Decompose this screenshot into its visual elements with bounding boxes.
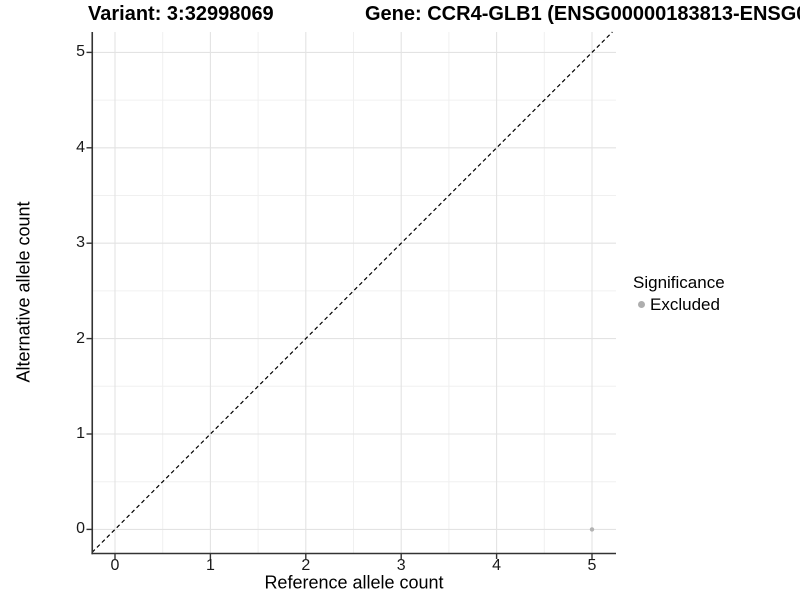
y-tick-label: 0 (76, 520, 85, 538)
legend-item-excluded: Excluded (638, 294, 725, 315)
y-tick-label: 5 (76, 43, 85, 61)
legend-title: Significance (633, 273, 725, 292)
y-tick-label: 4 (76, 138, 85, 156)
legend: Significance Excluded (633, 272, 725, 315)
x-tick-label: 1 (205, 557, 215, 574)
y-axis-title: Alternative allele count (13, 201, 34, 383)
x-tick-label: 3 (396, 557, 406, 574)
x-tick-label: 4 (492, 557, 502, 574)
x-tick-label: 2 (301, 557, 311, 574)
x-tick-label: 0 (110, 557, 120, 574)
x-axis-title: Reference allele count (264, 572, 444, 593)
variant-title: Variant: 3:32998069 (88, 3, 274, 25)
legend-item-label: Excluded (650, 295, 720, 314)
x-tick-label: 5 (587, 557, 597, 574)
gene-title: Gene: CCR4-GLB1 (ENSG00000183813-ENSG0 (365, 3, 800, 25)
y-tick-label: 2 (76, 329, 85, 347)
y-tick-label: 3 (76, 234, 85, 252)
legend-point-icon (638, 301, 645, 308)
y-tick-label: 1 (76, 425, 85, 442)
